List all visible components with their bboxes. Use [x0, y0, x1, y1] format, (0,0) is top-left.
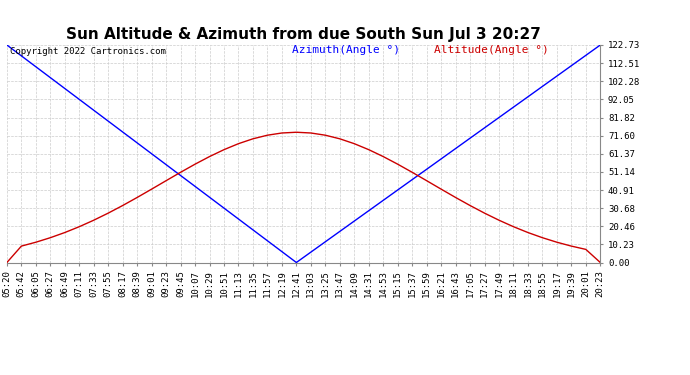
Title: Sun Altitude & Azimuth from due South Sun Jul 3 20:27: Sun Altitude & Azimuth from due South Su…: [66, 27, 541, 42]
Text: Azimuth(Angle °): Azimuth(Angle °): [292, 45, 400, 55]
Text: Altitude(Angle °): Altitude(Angle °): [434, 45, 549, 55]
Text: Copyright 2022 Cartronics.com: Copyright 2022 Cartronics.com: [10, 47, 166, 56]
